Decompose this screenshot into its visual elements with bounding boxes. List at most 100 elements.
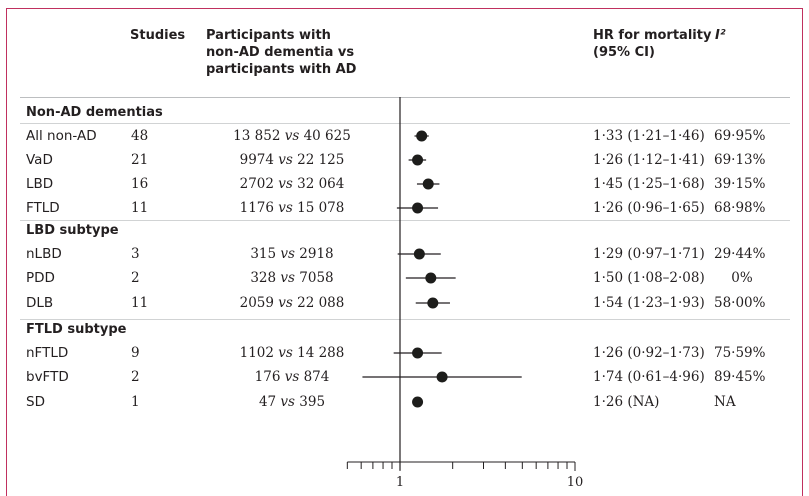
- participants-vs: vs: [278, 152, 293, 168]
- row-studies: 2: [131, 369, 140, 385]
- participants-vs: vs: [278, 176, 293, 192]
- header-band: [7, 9, 802, 97]
- row-name: bvFTD: [26, 369, 69, 385]
- participants-vs: vs: [280, 270, 295, 286]
- row-studies: 11: [131, 200, 149, 216]
- participants-non-ad: 13 852: [233, 128, 281, 144]
- header-divider: [20, 97, 790, 98]
- row-i2: NA: [714, 394, 736, 410]
- row-hr-ci: 1·54 (1·23–1·93): [593, 295, 705, 311]
- header-participants-line2: non-AD dementia vs: [206, 45, 355, 60]
- row-name: DLB: [26, 295, 54, 311]
- participants-ad: 395: [299, 394, 326, 410]
- participants-ad: 22 125: [297, 152, 345, 168]
- section-label: FTLD subtype: [26, 322, 127, 337]
- row-studies: 3: [131, 246, 140, 262]
- participants-non-ad: 315: [250, 246, 277, 262]
- header-hr-line2: (95% CI): [593, 45, 655, 60]
- row-hr-ci: 1·26 (NA): [593, 394, 660, 410]
- section-label: LBD subtype: [26, 223, 119, 238]
- participants-ad: 14 288: [297, 345, 345, 361]
- point-estimate: [413, 248, 425, 260]
- point-estimate: [412, 154, 424, 166]
- participants-non-ad: 176: [254, 369, 281, 385]
- point-estimate: [412, 202, 424, 214]
- participants-vs: vs: [278, 295, 293, 311]
- participants-vs: vs: [278, 200, 293, 216]
- participants-ad: 40 625: [303, 128, 351, 144]
- section-divider: [20, 220, 790, 221]
- participants-ad: 874: [303, 369, 330, 385]
- row-participants: 315 vs 2918: [210, 245, 374, 263]
- row-hr-ci: 1·29 (0·97–1·71): [593, 246, 705, 262]
- row-participants: 13 852 vs 40 625: [210, 127, 374, 145]
- participants-ad: 32 064: [297, 176, 345, 192]
- header-participants-line3: participants with AD: [206, 62, 357, 77]
- row-name: SD: [26, 394, 45, 410]
- row-participants: 47 vs 395: [210, 393, 374, 411]
- row-hr-ci: 1·74 (0·61–4·96): [593, 369, 705, 385]
- point-estimate: [436, 371, 448, 383]
- section-divider: [20, 123, 790, 124]
- row-participants: 2059 vs 22 088: [210, 294, 374, 312]
- row-i2: 68·98%: [714, 200, 766, 216]
- participants-non-ad: 1102: [239, 345, 274, 361]
- row-name: nLBD: [26, 246, 62, 262]
- participants-non-ad: 1176: [239, 200, 274, 216]
- participants-non-ad: 328: [250, 270, 277, 286]
- point-estimate: [412, 347, 424, 359]
- header-hr-line1: HR for mortality: [593, 28, 712, 43]
- participants-ad: 2918: [299, 246, 334, 262]
- row-i2: 89·45%: [714, 369, 766, 385]
- row-name: PDD: [26, 270, 55, 286]
- row-name: All non-AD: [26, 128, 97, 144]
- row-name: nFTLD: [26, 345, 69, 361]
- row-studies: 48: [131, 128, 149, 144]
- row-studies: 1: [131, 394, 140, 410]
- participants-vs: vs: [284, 128, 300, 144]
- participants-ad: 7058: [299, 270, 334, 286]
- row-hr-ci: 1·33 (1·21–1·46): [593, 128, 705, 144]
- row-studies: 16: [131, 176, 149, 192]
- row-hr-ci: 1·45 (1·25–1·68): [593, 176, 705, 192]
- participants-vs: vs: [280, 246, 295, 262]
- row-i2: 69·13%: [714, 152, 766, 168]
- section-divider: [20, 319, 790, 320]
- participants-vs: vs: [278, 345, 293, 361]
- participants-non-ad: 47: [258, 394, 277, 410]
- point-estimate: [416, 130, 428, 142]
- header-participants: Participants with non-AD dementia vs par…: [206, 27, 356, 78]
- point-estimate: [425, 272, 437, 284]
- participants-vs: vs: [280, 394, 295, 410]
- row-studies: 11: [131, 295, 149, 311]
- row-i2: 75·59%: [714, 345, 766, 361]
- header-i2: I²: [715, 28, 726, 43]
- row-participants: 176 vs 874: [210, 368, 374, 386]
- row-i2: 58·00%: [714, 295, 766, 311]
- row-participants: 2702 vs 32 064: [210, 175, 374, 193]
- point-estimate: [422, 178, 434, 190]
- row-participants: 328 vs 7058: [210, 269, 374, 287]
- row-participants: 1102 vs 14 288: [210, 344, 374, 362]
- point-estimate: [427, 297, 439, 309]
- row-studies: 21: [131, 152, 149, 168]
- row-name: FTLD: [26, 200, 60, 216]
- participants-non-ad: 2059: [239, 295, 274, 311]
- figure-frame: [6, 8, 803, 496]
- row-i2: 0%: [731, 270, 753, 286]
- row-name: VaD: [26, 152, 53, 168]
- row-studies: 9: [131, 345, 140, 361]
- section-label: Non-AD dementias: [26, 105, 163, 120]
- row-hr-ci: 1·26 (1·12–1·41): [593, 152, 705, 168]
- x-tick-label: 10: [567, 475, 584, 490]
- row-participants: 1176 vs 15 078: [210, 199, 374, 217]
- participants-non-ad: 9974: [239, 152, 274, 168]
- point-estimate: [412, 396, 424, 408]
- row-name: LBD: [26, 176, 54, 192]
- row-studies: 2: [131, 270, 140, 286]
- participants-ad: 15 078: [297, 200, 345, 216]
- row-i2: 39·15%: [714, 176, 766, 192]
- participants-ad: 22 088: [297, 295, 345, 311]
- x-tick-label: 1: [396, 475, 404, 490]
